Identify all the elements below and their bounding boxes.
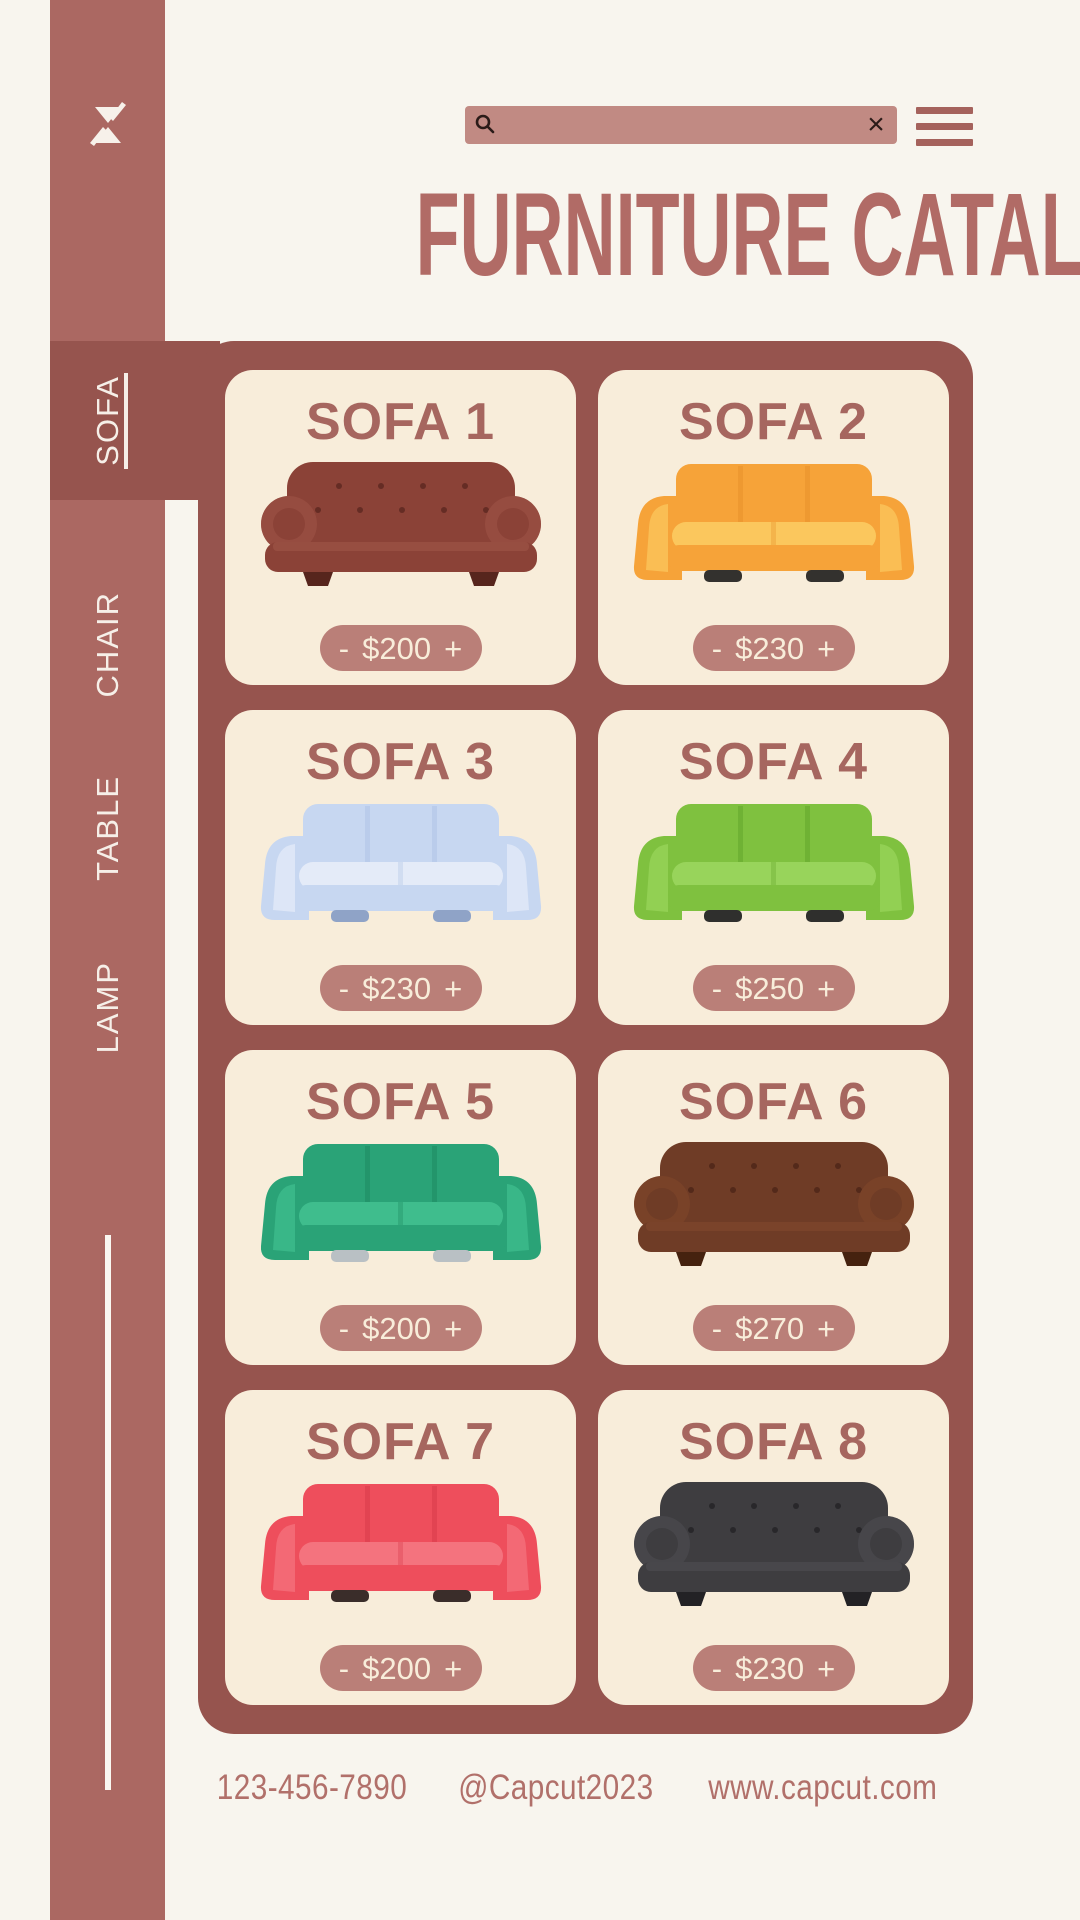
- price-value: $200: [362, 1310, 432, 1346]
- decrease-price-button[interactable]: -: [711, 970, 723, 1006]
- price-value: $230: [362, 970, 432, 1006]
- price-stepper: - $230 +: [692, 625, 855, 671]
- decrease-price-button[interactable]: -: [711, 630, 723, 666]
- price-stepper: - $200 +: [319, 625, 482, 671]
- clear-search-icon[interactable]: ×: [867, 108, 885, 141]
- product-card[interactable]: SOFA 3 - $230 +: [225, 710, 576, 1025]
- sidebar-item-table[interactable]: TABLE: [50, 768, 165, 888]
- price-value: $250: [735, 970, 805, 1006]
- sidebar-item-lamp[interactable]: LAMP: [50, 947, 165, 1067]
- sidebar-item-label: TABLE: [89, 775, 125, 881]
- price-stepper: - $230 +: [692, 1645, 855, 1691]
- decrease-price-button[interactable]: -: [338, 630, 350, 666]
- sidebar-item-label: LAMP: [89, 960, 125, 1054]
- price-stepper: - $200 +: [319, 1645, 482, 1691]
- search-icon: [465, 106, 505, 144]
- price-stepper: - $230 +: [319, 965, 482, 1011]
- product-title: SOFA 7: [305, 1413, 495, 1471]
- sidebar-item-label: SOFA: [89, 375, 125, 466]
- increase-price-button[interactable]: +: [817, 630, 836, 666]
- product-card[interactable]: SOFA 1 - $200 +: [225, 370, 576, 685]
- decrease-price-button[interactable]: -: [711, 1310, 723, 1346]
- search-input[interactable]: [505, 105, 855, 145]
- menu-bar: [916, 107, 973, 114]
- sofa-illustration: [624, 458, 924, 588]
- increase-price-button[interactable]: +: [444, 1310, 463, 1346]
- sofa-illustration: [251, 1478, 551, 1608]
- product-card[interactable]: SOFA 5 - $200 +: [225, 1050, 576, 1365]
- sofa-illustration: [251, 1138, 551, 1268]
- product-card[interactable]: SOFA 2 - $230 +: [598, 370, 949, 685]
- price-value: $270: [735, 1310, 805, 1346]
- sofa-illustration: [251, 458, 551, 588]
- page-title: FURNITURE CATALOG: [415, 169, 1080, 301]
- sofa-illustration: [624, 1478, 924, 1608]
- menu-icon[interactable]: [916, 107, 973, 146]
- footer-phone: 123-456-7890: [216, 1768, 408, 1807]
- product-card[interactable]: SOFA 4 - $250 +: [598, 710, 949, 1025]
- product-title: SOFA 3: [305, 733, 495, 791]
- sidebar-divider-line: [105, 1235, 111, 1790]
- increase-price-button[interactable]: +: [817, 1310, 836, 1346]
- product-card[interactable]: SOFA 6 - $270 +: [598, 1050, 949, 1365]
- decrease-price-button[interactable]: -: [338, 1310, 350, 1346]
- price-value: $200: [362, 1650, 432, 1686]
- increase-price-button[interactable]: +: [817, 1650, 836, 1686]
- decrease-price-button[interactable]: -: [338, 970, 350, 1006]
- catalog-panel: SOFA 1 - $200 + SOFA 2 - $230 + SOFA 3: [198, 341, 973, 1734]
- product-title: SOFA 4: [678, 733, 868, 791]
- footer: 123-456-7890 @Capcut2023 www.capcut.com: [200, 1768, 958, 1808]
- menu-bar: [916, 139, 973, 146]
- search-bar[interactable]: ×: [465, 105, 897, 145]
- increase-price-button[interactable]: +: [444, 970, 463, 1006]
- price-stepper: - $200 +: [319, 1305, 482, 1351]
- capcut-logo-icon: [50, 94, 165, 154]
- price-value: $200: [362, 630, 432, 666]
- sofa-illustration: [624, 798, 924, 928]
- decrease-price-button[interactable]: -: [711, 1650, 723, 1686]
- menu-bar: [916, 123, 973, 130]
- sofa-illustration: [251, 798, 551, 928]
- product-title: SOFA 2: [678, 393, 868, 451]
- product-card[interactable]: SOFA 8 - $230 +: [598, 1390, 949, 1705]
- product-title: SOFA 6: [678, 1073, 868, 1131]
- increase-price-button[interactable]: +: [444, 630, 463, 666]
- sidebar-item-sofa[interactable]: SOFA: [50, 341, 165, 500]
- product-card[interactable]: SOFA 7 - $200 +: [225, 1390, 576, 1705]
- decrease-price-button[interactable]: -: [338, 1650, 350, 1686]
- sofa-illustration: [624, 1138, 924, 1268]
- sidebar-item-chair[interactable]: CHAIR: [50, 584, 165, 704]
- price-stepper: - $270 +: [692, 1305, 855, 1351]
- sidebar-item-label: CHAIR: [89, 590, 125, 698]
- product-title: SOFA 8: [678, 1413, 868, 1471]
- footer-website: www.capcut.com: [708, 1768, 938, 1807]
- price-value: $230: [735, 1650, 805, 1686]
- footer-handle: @Capcut2023: [458, 1768, 654, 1807]
- increase-price-button[interactable]: +: [444, 1650, 463, 1686]
- product-title: SOFA 5: [305, 1073, 495, 1131]
- product-title: SOFA 1: [305, 393, 495, 451]
- price-value: $230: [735, 630, 805, 666]
- price-stepper: - $250 +: [692, 965, 855, 1011]
- increase-price-button[interactable]: +: [817, 970, 836, 1006]
